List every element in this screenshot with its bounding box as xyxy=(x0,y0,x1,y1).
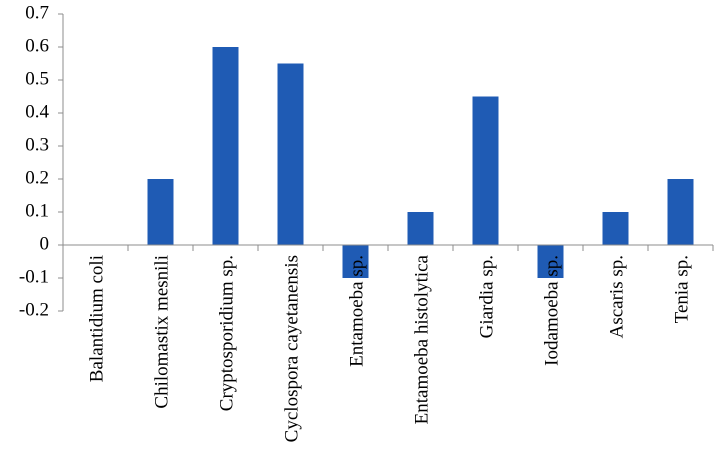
bar xyxy=(342,245,369,278)
bar xyxy=(147,179,174,245)
y-tick-label: -0.2 xyxy=(19,299,49,320)
x-tick-label: Entamoeba histolytica xyxy=(412,254,433,424)
y-tick-label: 0.6 xyxy=(25,35,49,56)
x-tick-label: Iodamoeba sp. xyxy=(542,255,563,366)
y-tick-label: 0.5 xyxy=(25,68,49,89)
bar xyxy=(667,179,694,245)
bar xyxy=(212,47,239,245)
x-tick-label: Cyclospora cayetanensis xyxy=(282,255,303,442)
y-tick-label: -0.1 xyxy=(19,266,49,287)
x-tick-label: Balantidium coli xyxy=(87,255,108,382)
x-tick-label: Entamoeba sp. xyxy=(347,255,368,367)
x-tick-label: Giardia sp. xyxy=(477,255,498,338)
x-tick-label: Cryptosporidium sp. xyxy=(217,255,238,411)
y-tick-label: 0.2 xyxy=(25,167,49,188)
y-tick-label: 0 xyxy=(40,233,50,254)
bar xyxy=(537,245,564,278)
x-tick-label: Ascaris sp. xyxy=(607,255,628,338)
y-tick-label: 0.3 xyxy=(25,134,49,155)
bar xyxy=(407,212,434,245)
y-tick-label: 0.7 xyxy=(25,2,49,23)
bar xyxy=(602,212,629,245)
bar xyxy=(277,63,304,245)
y-tick-label: 0.1 xyxy=(25,200,49,221)
x-tick-label: Tenia sp. xyxy=(672,255,693,323)
bar xyxy=(472,96,499,245)
x-tick-label: Chilomastix mesnili xyxy=(152,255,173,409)
y-tick-label: 0.4 xyxy=(25,101,49,122)
